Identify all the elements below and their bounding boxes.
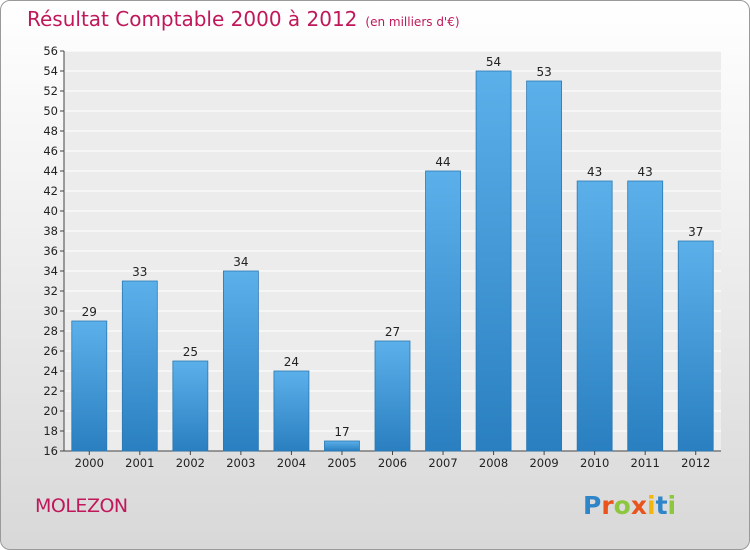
y-tick-label: 44 — [43, 164, 58, 178]
y-tick-label: 40 — [43, 204, 58, 218]
proxiti-logo: Proxiti — [583, 491, 676, 520]
data-label: 43 — [587, 165, 602, 179]
y-tick-label: 30 — [43, 304, 58, 318]
y-tick-label: 32 — [43, 284, 58, 298]
x-tick-label: 2012 — [681, 456, 710, 470]
y-tick-label: 54 — [43, 64, 58, 78]
x-tick-label: 2001 — [125, 456, 154, 470]
data-label: 37 — [688, 225, 703, 239]
bar — [425, 170, 461, 452]
y-tick-label: 22 — [43, 384, 58, 398]
bar — [222, 270, 259, 452]
title-unit: (en milliers d'€) — [365, 15, 460, 29]
y-tick-label: 42 — [43, 184, 58, 198]
y-tick-label: 52 — [43, 84, 58, 98]
data-label: 25 — [183, 345, 198, 359]
y-tick-label: 56 — [43, 44, 58, 58]
x-tick-label: 2004 — [277, 456, 306, 470]
data-label: 54 — [486, 55, 501, 69]
logo-letter: P — [583, 491, 602, 520]
bar — [576, 180, 613, 452]
y-tick-label: 36 — [43, 244, 58, 258]
logo-letter: r — [601, 491, 614, 520]
y-tick-label: 18 — [43, 424, 58, 438]
bar — [324, 440, 360, 452]
data-label: 29 — [82, 305, 97, 319]
y-tick-label: 16 — [43, 444, 58, 458]
chart-title: Résultat Comptable 2000 à 2012 (en millie… — [27, 7, 460, 31]
x-tick-label: 2009 — [529, 456, 558, 470]
data-label: 27 — [385, 325, 400, 339]
x-tick-label: 2007 — [428, 456, 457, 470]
x-tick-label: 2002 — [176, 456, 205, 470]
bar — [374, 340, 411, 452]
x-tick-label: 2003 — [226, 456, 255, 470]
bar — [526, 80, 563, 452]
x-tick-label: 2011 — [631, 456, 660, 470]
data-label: 44 — [435, 155, 450, 169]
y-tick-label: 50 — [43, 104, 58, 118]
x-tick-label: 2000 — [75, 456, 104, 470]
data-label: 17 — [334, 425, 349, 439]
y-tick-label: 20 — [43, 404, 58, 418]
title-text: Résultat Comptable 2000 à 2012 — [27, 7, 358, 31]
bar — [627, 180, 664, 452]
logo-letter: t — [655, 491, 668, 520]
logo-letter: x — [630, 491, 647, 520]
data-label: 33 — [132, 265, 147, 279]
x-tick-label: 2010 — [580, 456, 609, 470]
x-tick-label: 2005 — [327, 456, 356, 470]
y-tick-label: 34 — [43, 264, 58, 278]
bar — [677, 240, 714, 452]
y-tick-label: 24 — [43, 364, 58, 378]
logo-letter: i — [667, 491, 677, 520]
logo-letter: i — [647, 491, 656, 520]
y-tick-label: 26 — [43, 344, 58, 358]
bar — [71, 320, 108, 452]
y-tick-label: 48 — [43, 124, 58, 138]
y-tick-label: 38 — [43, 224, 58, 238]
data-label: 24 — [284, 355, 299, 369]
place-name: MOLEZON — [35, 495, 128, 517]
y-tick-label: 46 — [43, 144, 58, 158]
logo-letter: o — [613, 491, 631, 520]
y-tick-label: 28 — [43, 324, 58, 338]
x-tick-label: 2008 — [479, 456, 508, 470]
data-label: 34 — [233, 255, 248, 269]
bar — [172, 360, 209, 452]
bar — [121, 280, 158, 452]
x-tick-label: 2006 — [378, 456, 407, 470]
data-label: 53 — [536, 65, 551, 79]
bar — [475, 70, 512, 452]
data-label: 43 — [638, 165, 653, 179]
bar — [273, 370, 310, 452]
